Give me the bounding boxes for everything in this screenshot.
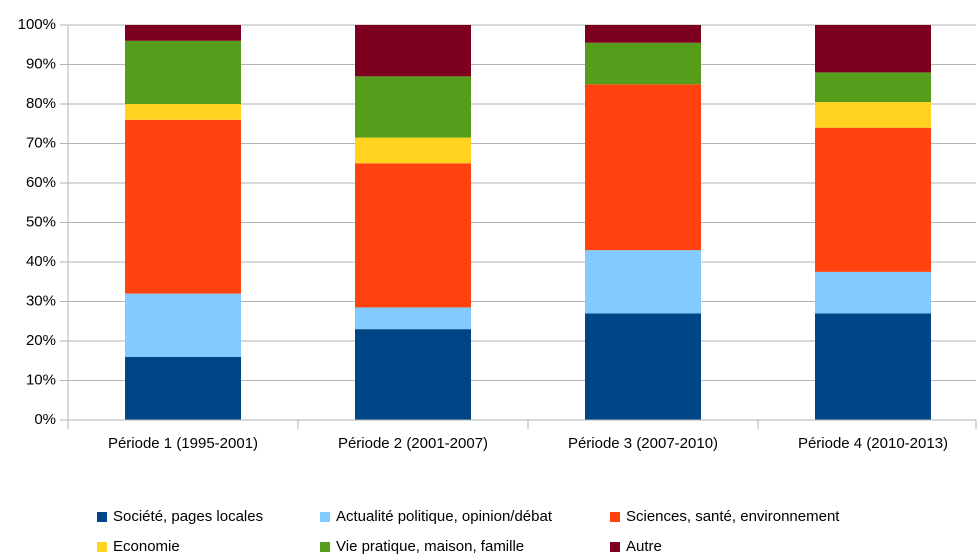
bar-segment — [125, 40, 241, 104]
legend-swatch — [320, 512, 330, 522]
y-tick-label: 70% — [26, 134, 56, 151]
bar-segment — [355, 137, 471, 164]
x-tick-label: Période 1 (1995-2001) — [108, 435, 258, 452]
legend-label: Autre — [626, 538, 662, 555]
legend-label: Sciences, santé, environnement — [626, 508, 840, 525]
bar-segment — [355, 329, 471, 420]
bar-segment — [815, 313, 931, 420]
bar-segment — [585, 25, 701, 43]
legend-swatch — [97, 512, 107, 522]
legend-label: Société, pages locales — [113, 508, 263, 525]
bar-segment — [355, 307, 471, 330]
y-tick-label: 30% — [26, 292, 56, 309]
bar-segment — [125, 104, 241, 120]
bar-segment — [125, 293, 241, 357]
bar-segment — [815, 25, 931, 73]
legend-swatch — [610, 542, 620, 552]
y-tick-label: 40% — [26, 253, 56, 270]
y-tick-label: 100% — [18, 16, 56, 33]
y-tick-label: 20% — [26, 332, 56, 349]
y-tick-label: 50% — [26, 213, 56, 230]
x-tick-label: Période 4 (2010-2013) — [798, 435, 948, 452]
x-tick-label: Période 3 (2007-2010) — [568, 435, 718, 452]
bar-segment — [585, 313, 701, 420]
bar-segment — [815, 271, 931, 314]
bar-segment — [815, 72, 931, 103]
y-tick-label: 60% — [26, 174, 56, 191]
bar-segment — [815, 102, 931, 128]
legend-label: Economie — [113, 538, 180, 555]
bar-segment — [355, 25, 471, 77]
legend-swatch — [97, 542, 107, 552]
y-tick-label: 80% — [26, 95, 56, 112]
legend-label: Vie pratique, maison, famille — [336, 538, 524, 555]
bar-segment — [355, 163, 471, 308]
bar-segment — [125, 119, 241, 294]
y-tick-label: 0% — [34, 411, 56, 428]
bar-segment — [585, 250, 701, 314]
legend-swatch — [320, 542, 330, 552]
legend-label: Actualité politique, opinion/débat — [336, 508, 553, 525]
bar-segment — [585, 84, 701, 251]
y-tick-label: 90% — [26, 55, 56, 72]
bar-segment — [125, 25, 241, 41]
bar-segment — [815, 127, 931, 272]
legend-swatch — [610, 512, 620, 522]
x-tick-label: Période 2 (2001-2007) — [338, 435, 488, 452]
bar-segment — [585, 42, 701, 85]
bar-segment — [355, 76, 471, 138]
bar-segment — [125, 356, 241, 420]
y-tick-label: 10% — [26, 371, 56, 388]
